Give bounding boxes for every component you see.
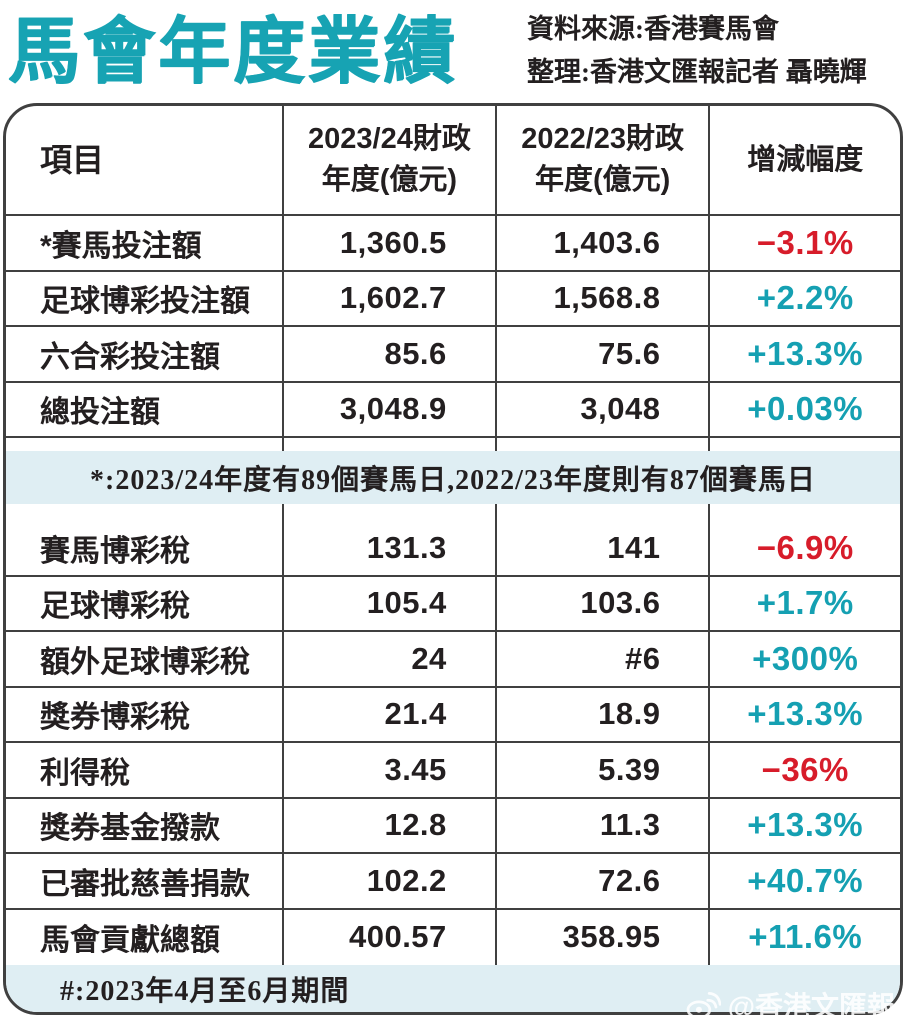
table-row: 足球博彩稅 105.4 103.6 +1.7% xyxy=(6,576,900,632)
column-rule-spacer xyxy=(6,504,900,521)
watermark-handle: @香港文匯報 xyxy=(727,991,895,1022)
row-fy2024-value: 1,602.7 xyxy=(284,271,497,325)
row-fy2023-value: 358.95 xyxy=(497,909,711,965)
row-fy2024-value: 400.57 xyxy=(284,909,497,965)
row-label: *賽馬投注額 xyxy=(6,216,285,270)
header-fy2024-line2: 年度(億元) xyxy=(321,164,458,196)
table-row: 額外足球博彩稅 24 #6 +300% xyxy=(6,632,900,688)
header-fy2023-line2: 年度(億元) xyxy=(534,164,671,196)
table-row: 總投注額 3,048.9 3,048 +0.03% xyxy=(6,382,900,438)
table-row: 足球博彩投注額 1,602.7 1,568.8 +2.2% xyxy=(6,271,900,327)
row-fy2023-value: #6 xyxy=(497,632,711,686)
header-item: 項目 xyxy=(6,106,285,214)
row-change-value: +2.2% xyxy=(756,279,854,317)
row-fy2023-value: 141 xyxy=(497,521,711,575)
row-fy2024-value: 24 xyxy=(284,632,497,686)
row-label: 六合彩投注額 xyxy=(6,327,285,381)
row-change-value: +40.7% xyxy=(747,861,864,899)
row-label: 足球博彩投注額 xyxy=(6,271,285,325)
row-label: 獎券博彩稅 xyxy=(6,687,285,741)
table-row: 獎券基金撥款 12.8 11.3 +13.3% xyxy=(6,798,900,854)
row-fy2023-value: 75.6 xyxy=(497,327,711,381)
row-change-value: +13.3% xyxy=(747,695,864,733)
row-fy2024-value: 102.2 xyxy=(284,854,497,908)
row-label: 賽馬博彩稅 xyxy=(6,521,285,575)
table-header-row: 項目 2023/24財政 年度(億元) 2022/23財政 年度(億元) 增減幅… xyxy=(6,106,900,216)
watermark: @香港文匯報 xyxy=(685,985,895,1025)
row-change-value: +13.3% xyxy=(747,334,864,372)
row-fy2024-value: 3,048.9 xyxy=(284,382,497,436)
row-fy2023-value: 1,568.8 xyxy=(497,271,711,325)
table-row: 已審批慈善捐款 102.2 72.6 +40.7% xyxy=(6,854,900,910)
row-fy2024-value: 21.4 xyxy=(284,687,497,741)
row-label: 已審批慈善捐款 xyxy=(6,854,285,908)
row-change-value: −3.1% xyxy=(756,223,854,261)
row-change-value: +13.3% xyxy=(747,806,864,844)
header-change: 增減幅度 xyxy=(747,143,864,176)
row-change-value: +300% xyxy=(752,639,859,677)
race-day-note: *:2023/24年度有89個賽馬日,2022/23年度則有87個賽馬日 xyxy=(6,451,900,504)
row-fy2024-value: 85.6 xyxy=(284,327,497,381)
header-fy2023-line1: 2022/23財政 xyxy=(521,123,685,155)
masthead: 馬會年度業績 資料來源:香港賽馬會 整理:香港文匯報記者 聶曉輝 xyxy=(0,0,907,100)
row-change-value: +1.7% xyxy=(756,584,854,622)
row-fy2024-value: 131.3 xyxy=(284,521,497,575)
row-fy2023-value: 11.3 xyxy=(497,798,711,852)
table-row: *賽馬投注額 1,360.5 1,403.6 −3.1% xyxy=(6,216,900,272)
row-fy2023-value: 3,048 xyxy=(497,382,711,436)
credit-source: 資料來源:香港賽馬會 xyxy=(527,14,779,44)
row-label: 總投注額 xyxy=(6,382,285,436)
table-row: 利得稅 3.45 5.39 −36% xyxy=(6,743,900,799)
credit-compiled-by: 整理:香港文匯報記者 聶曉輝 xyxy=(527,57,867,87)
row-fy2023-value: 18.9 xyxy=(497,687,711,741)
header-fy2024: 2023/24財政 年度(億元) xyxy=(284,106,497,214)
credits-block: 資料來源:香港賽馬會 整理:香港文匯報記者 聶曉輝 xyxy=(527,8,867,94)
row-fy2024-value: 1,360.5 xyxy=(284,216,497,270)
row-change-value: −6.9% xyxy=(756,528,854,566)
weibo-icon xyxy=(685,990,721,1020)
row-change-value: +0.03% xyxy=(747,390,864,428)
row-fy2023-value: 72.6 xyxy=(497,854,711,908)
row-change-value: +11.6% xyxy=(748,918,863,956)
row-fy2024-value: 3.45 xyxy=(284,743,497,797)
row-label: 獎券基金撥款 xyxy=(6,798,285,852)
row-fy2023-value: 103.6 xyxy=(497,576,711,630)
row-fy2023-value: 1,403.6 xyxy=(497,216,711,270)
row-label: 足球博彩稅 xyxy=(6,576,285,630)
row-fy2023-value: 5.39 xyxy=(497,743,711,797)
header-fy2024-line1: 2023/24財政 xyxy=(308,123,471,155)
table-row: 六合彩投注額 85.6 75.6 +13.3% xyxy=(6,327,900,383)
row-fy2024-value: 12.8 xyxy=(284,798,497,852)
table-row: 馬會貢獻總額 400.57 358.95 +11.6% xyxy=(6,909,900,965)
header-fy2023: 2022/23財政 年度(億元) xyxy=(497,106,711,214)
column-rule-spacer xyxy=(6,438,900,451)
row-label: 額外足球博彩稅 xyxy=(6,632,285,686)
row-change-value: −36% xyxy=(761,750,849,788)
row-label: 馬會貢獻總額 xyxy=(6,909,285,965)
table-row: 賽馬博彩稅 131.3 141 −6.9% xyxy=(6,521,900,577)
table-row: 獎券博彩稅 21.4 18.9 +13.3% xyxy=(6,687,900,743)
row-label: 利得稅 xyxy=(6,743,285,797)
row-fy2024-value: 105.4 xyxy=(284,576,497,630)
footnote-band: #:2023年4月至6月期間 xyxy=(6,965,900,1012)
results-table: 項目 2023/24財政 年度(億元) 2022/23財政 年度(億元) 增減幅… xyxy=(3,103,903,1015)
page-title: 馬會年度業績 xyxy=(8,12,459,92)
